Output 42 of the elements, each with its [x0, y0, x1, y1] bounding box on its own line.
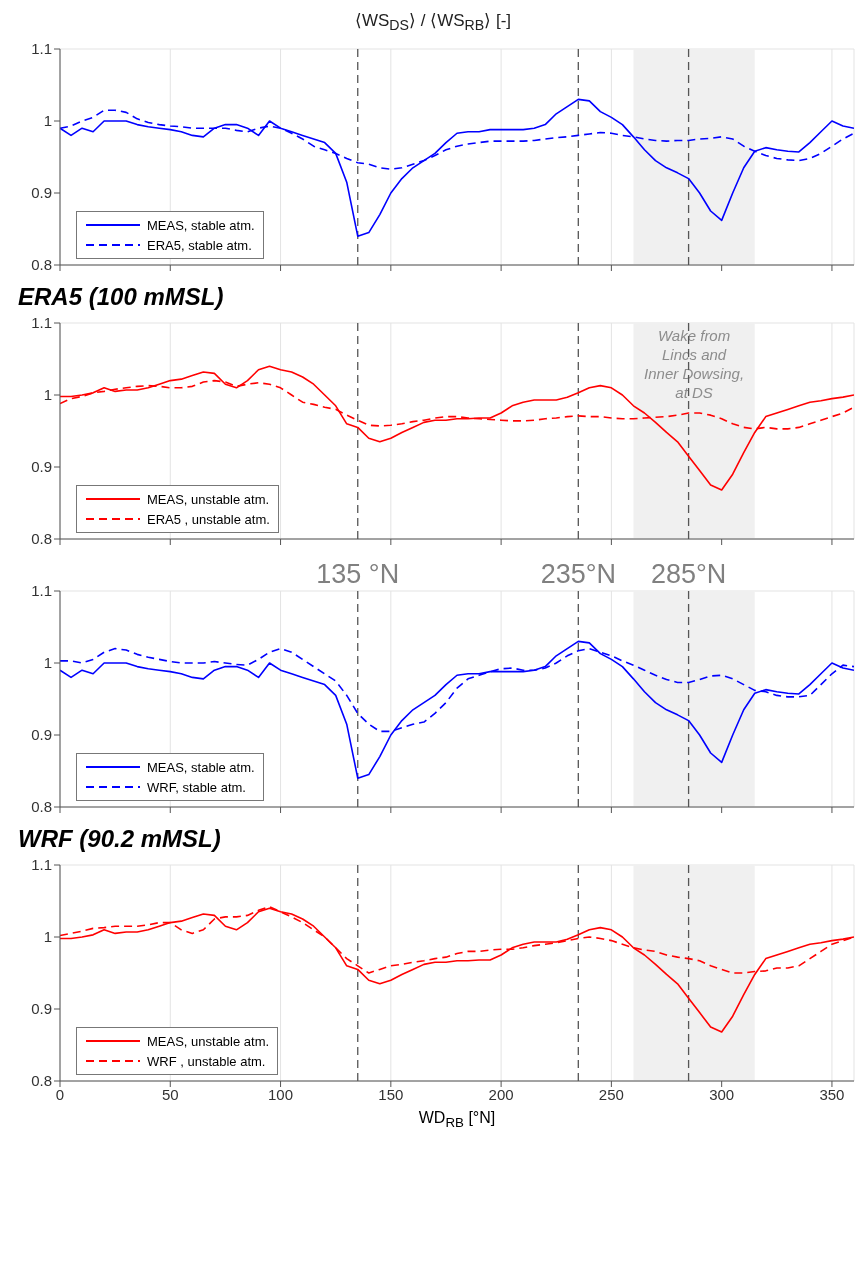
- y-tick-label: 1: [43, 654, 52, 672]
- y-tick-label: 1.1: [31, 40, 52, 58]
- y-tick-label: 1: [43, 386, 52, 404]
- y-tick-label: 0.8: [31, 798, 52, 816]
- y-tick-label: 0.9: [31, 184, 52, 202]
- x-tick-label: 300: [709, 1086, 735, 1104]
- legend-label: MEAS, stable atm.: [147, 759, 255, 775]
- chart-title: WRF (90.2 mMSL): [17, 824, 222, 855]
- y-tick-label: 1.1: [31, 582, 52, 600]
- legend-label: WRF , unstable atm.: [147, 1053, 266, 1069]
- ref-line-label: 135 °N: [316, 559, 400, 590]
- y-tick-label: 1.1: [31, 856, 52, 874]
- ref-line-label: 285°N: [650, 559, 727, 590]
- legend-label: MEAS, unstable atm.: [147, 491, 270, 507]
- legend-label: ERA5, stable atm.: [147, 237, 252, 253]
- line-series: [60, 640, 854, 780]
- y-tick-label: 1: [43, 112, 52, 130]
- x-tick-label: 250: [598, 1086, 624, 1104]
- chart-title: ⟨WS$_{DS}$⟩ / ⟨WS$_{RB}$⟩ [-]: [353, 10, 513, 36]
- y-tick-label: 0.9: [31, 1000, 52, 1018]
- y-tick-label: 1: [43, 928, 52, 946]
- x-tick-label: 0: [55, 1086, 65, 1104]
- band-label: Wake from Lincs and Inner Dowsing, at DS: [644, 327, 745, 402]
- x-tick-label: 350: [819, 1086, 845, 1104]
- y-tick-label: 0.8: [31, 1072, 52, 1090]
- legend-label: MEAS, stable atm.: [147, 217, 255, 233]
- line-series: [60, 365, 854, 492]
- ref-line-label: 235°N: [540, 559, 616, 590]
- y-tick-label: 1.1: [31, 314, 52, 332]
- x-tick-label: 200: [488, 1086, 514, 1104]
- x-tick-label: 100: [268, 1086, 294, 1104]
- legend-label: ERA5 , unstable atm.: [147, 511, 270, 527]
- y-tick-label: 0.8: [31, 256, 52, 274]
- y-tick-label: 0.9: [31, 458, 52, 476]
- x-axis-title: WD$_{RB}$ [°N]: [417, 1109, 497, 1131]
- y-tick-label: 0.9: [31, 726, 52, 744]
- y-tick-label: 0.8: [31, 530, 52, 548]
- x-tick-label: 50: [161, 1086, 179, 1104]
- legend-label: WRF, stable atm.: [147, 779, 246, 795]
- x-tick-label: 150: [378, 1086, 404, 1104]
- chart-title: ERA5 (100 mMSL): [17, 282, 225, 313]
- legend-label: MEAS, unstable atm.: [147, 1033, 270, 1049]
